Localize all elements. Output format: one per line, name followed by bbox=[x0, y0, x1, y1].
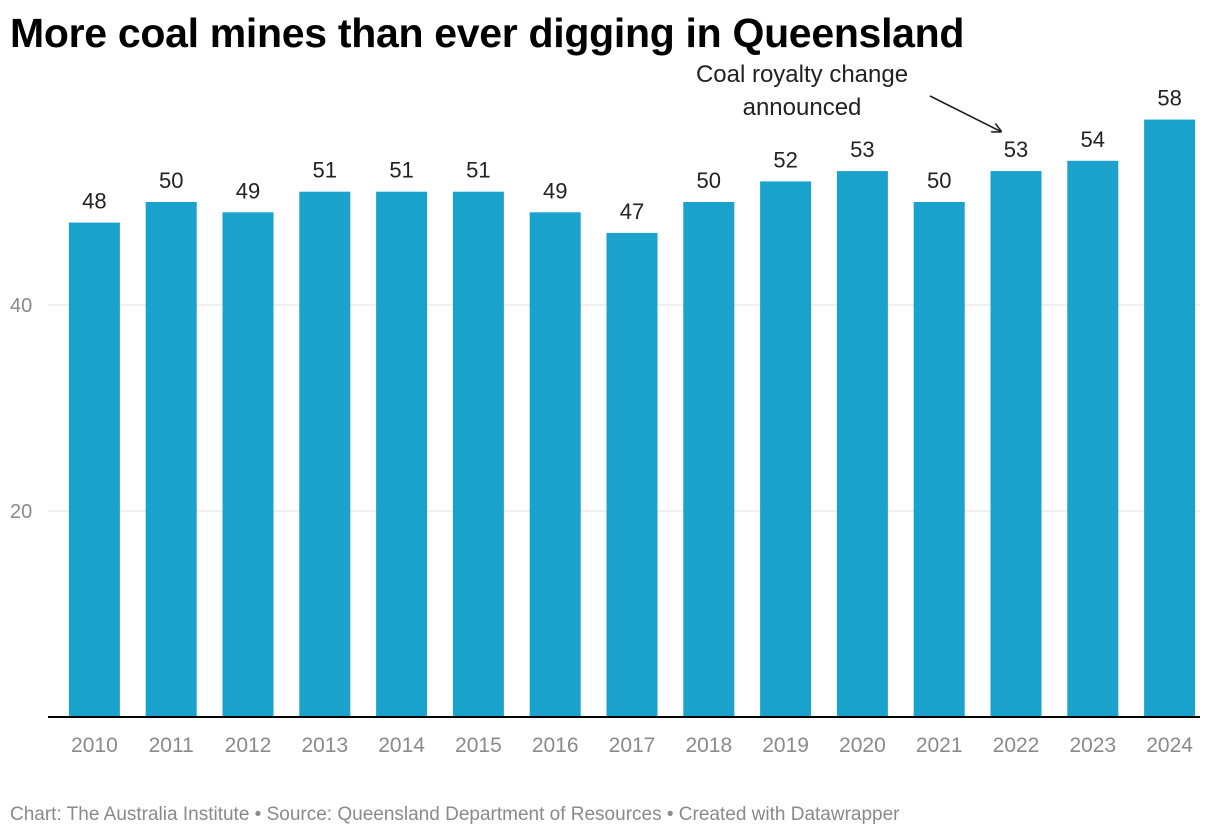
bar-value-label: 49 bbox=[236, 178, 260, 203]
bar-value-label: 51 bbox=[389, 158, 413, 183]
bar-chart: 20 40 48 2010 50 2011 49 2012 51 2013 51 2014 51 2015… bbox=[10, 61, 1200, 757]
x-tick-label: 2023 bbox=[1069, 734, 1116, 757]
bar bbox=[836, 171, 888, 718]
bar-value-label: 54 bbox=[1081, 127, 1105, 152]
bar bbox=[529, 212, 581, 718]
bar bbox=[760, 181, 812, 717]
annotation-arrow bbox=[929, 95, 1000, 131]
bar-value-label: 50 bbox=[697, 168, 721, 193]
x-tick-label: 2016 bbox=[532, 734, 579, 757]
y-tick-label: 20 bbox=[10, 501, 32, 523]
bar bbox=[913, 202, 965, 717]
x-tick-label: 2015 bbox=[455, 734, 502, 757]
bar-value-label: 50 bbox=[159, 168, 183, 193]
x-tick-label: 2019 bbox=[762, 734, 809, 757]
chart-title: More coal mines than ever digging in Que… bbox=[10, 10, 965, 56]
bar-value-label: 53 bbox=[1004, 137, 1028, 162]
bar-value-label: 47 bbox=[620, 199, 644, 224]
bar bbox=[606, 232, 658, 717]
y-tick-label: 40 bbox=[10, 295, 32, 317]
bar bbox=[683, 202, 735, 717]
bar bbox=[990, 171, 1042, 718]
bar bbox=[68, 222, 120, 717]
bar-value-label: 53 bbox=[850, 137, 874, 162]
x-tick-label: 2024 bbox=[1146, 734, 1193, 757]
bar-value-label: 49 bbox=[543, 178, 567, 203]
bar bbox=[1067, 160, 1119, 718]
bar-value-label: 58 bbox=[1157, 86, 1181, 111]
bar bbox=[145, 202, 197, 717]
bar-value-label: 52 bbox=[773, 147, 797, 172]
x-tick-label: 2013 bbox=[301, 734, 348, 757]
bar bbox=[299, 191, 351, 717]
x-tick-label: 2022 bbox=[993, 734, 1040, 757]
x-tick-label: 2017 bbox=[609, 734, 656, 757]
bar-value-label: 51 bbox=[313, 158, 337, 183]
x-tick-label: 2018 bbox=[685, 734, 732, 757]
bar bbox=[376, 191, 428, 717]
x-tick-label: 2020 bbox=[839, 734, 886, 757]
annotation-text: Coal royalty change bbox=[696, 61, 908, 88]
bar-value-label: 50 bbox=[927, 168, 951, 193]
x-tick-label: 2010 bbox=[71, 734, 118, 757]
bar bbox=[452, 191, 504, 717]
bar bbox=[1144, 119, 1196, 718]
x-tick-label: 2011 bbox=[149, 734, 194, 757]
x-tick-label: 2014 bbox=[378, 734, 425, 757]
chart-footer: Chart: The Australia Institute • Source:… bbox=[10, 804, 900, 825]
bar bbox=[222, 212, 274, 718]
bar-value-label: 48 bbox=[82, 189, 106, 214]
x-tick-label: 2021 bbox=[916, 734, 963, 757]
x-tick-label: 2012 bbox=[225, 734, 272, 757]
bar-value-label: 51 bbox=[466, 158, 490, 183]
annotation-text: announced bbox=[743, 94, 862, 121]
